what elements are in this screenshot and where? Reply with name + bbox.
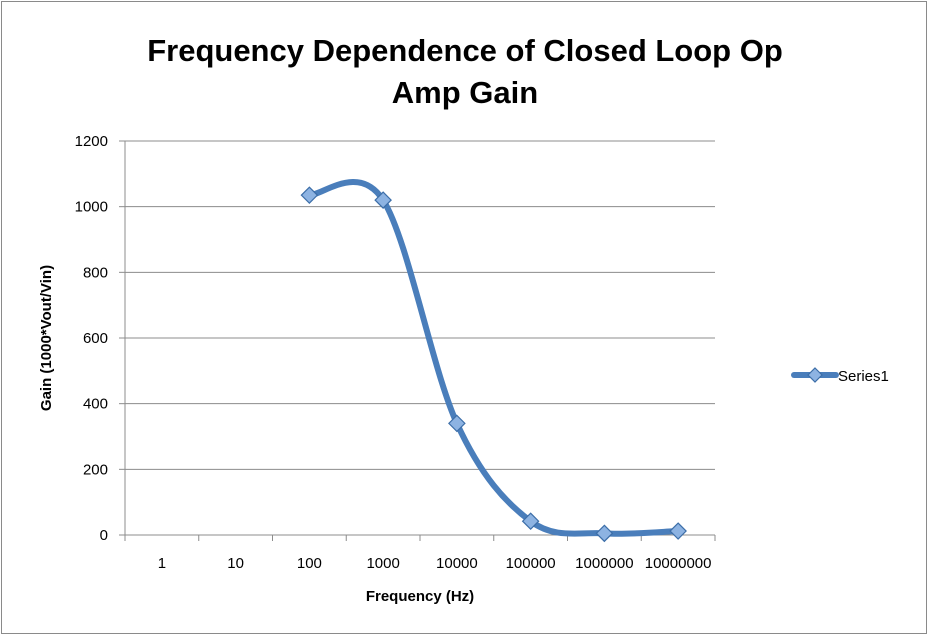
x-axis-ticks: 1 10 100 1000 10000 100000 1000000 10000000 — [124, 535, 716, 572]
marker-shape — [521, 512, 540, 531]
marker-shape — [374, 191, 392, 209]
legend: Series1 — [791, 367, 889, 385]
gridlines — [125, 140, 715, 470]
data-point — [448, 414, 466, 433]
marker-shape — [448, 414, 466, 433]
data-point — [374, 191, 392, 209]
marker-shape — [300, 186, 319, 205]
x-tick-label: 10000000 — [645, 555, 712, 572]
data-point — [521, 512, 540, 531]
legend-label: Series1 — [838, 368, 889, 385]
series-layer — [300, 179, 687, 543]
marker-shape — [595, 524, 614, 543]
y-axis-label: Gain (1000*Vout/Vin) — [38, 265, 55, 411]
x-tick-label: 100 — [297, 555, 322, 572]
x-tick-label: 1 — [158, 555, 166, 572]
data-point — [300, 186, 319, 205]
data-point — [669, 522, 687, 540]
marker-shape — [669, 522, 687, 540]
x-tick-label: 1000 — [366, 555, 399, 572]
x-tick-label: 1000000 — [575, 555, 633, 572]
x-tick-label: 10 — [227, 555, 244, 572]
y-tick-label: 0 — [100, 527, 108, 544]
y-tick-label: 1000 — [75, 199, 108, 216]
marker-shape — [807, 367, 823, 383]
chart-title: Frequency Dependence of Closed Loop Op A… — [0, 30, 930, 114]
series-line — [306, 179, 682, 537]
y-tick-label: 1200 — [75, 133, 108, 150]
y-axis-ticks: 0 200 400 600 800 1000 1200 — [75, 133, 125, 544]
y-tick-label: 200 — [83, 461, 108, 478]
y-tick-label: 600 — [83, 330, 108, 347]
y-tick-label: 400 — [83, 396, 108, 413]
y-tick-label: 800 — [83, 264, 108, 281]
x-tick-label: 100000 — [506, 555, 556, 572]
chart-title-line-1: Frequency Dependence of Closed Loop Op — [147, 33, 783, 68]
chart-title-line-2: Amp Gain — [391, 75, 539, 110]
x-tick-label: 10000 — [436, 555, 478, 572]
data-point — [595, 524, 614, 543]
legend-marker — [807, 367, 823, 383]
x-axis-label: Frequency (Hz) — [366, 588, 474, 605]
